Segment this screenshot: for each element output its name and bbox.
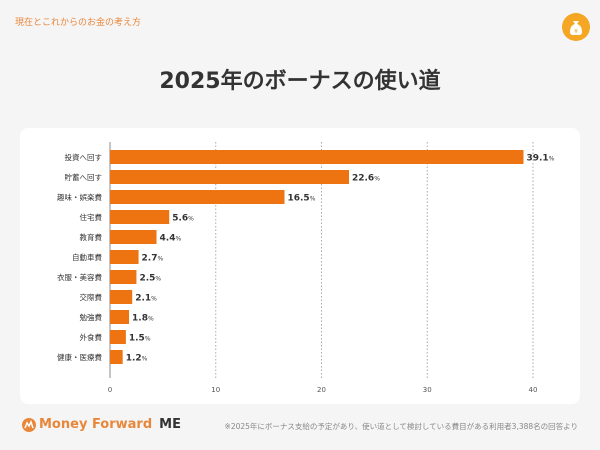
logo-me: ME (159, 417, 181, 432)
chart-title: 2025年のボーナスの使い道 (159, 69, 441, 94)
x-tick-label: 10 (211, 386, 220, 394)
bar (110, 170, 349, 184)
category-label: 教育費 (80, 232, 103, 242)
data-label: 16.5% (287, 194, 315, 204)
data-label: 2.1% (135, 294, 157, 304)
category-label: 交際費 (80, 292, 103, 302)
data-label: 5.6% (172, 214, 194, 224)
logo-text: Money Forward (39, 417, 153, 432)
logo-mark-icon (22, 417, 36, 432)
money-bag-yen-icon: ¥ (562, 13, 590, 41)
data-label: 2.7% (142, 254, 164, 264)
bar (110, 270, 137, 284)
chart-card: 0 10 20 30 40 投資へ回す 39.1% 貯蓄へ回す 22.6% 趣味・娯楽費 16.5%… (20, 128, 580, 404)
x-tick-label: 20 (317, 386, 326, 394)
data-label: 39.1% (526, 154, 554, 164)
category-label: 健康・医療費 (57, 352, 102, 362)
svg-text:¥: ¥ (574, 28, 578, 35)
bar (110, 290, 133, 304)
data-label: 22.6% (352, 174, 380, 184)
category-label: 住宅費 (80, 212, 103, 222)
bar (110, 330, 126, 344)
money-forward-logo: Money Forward ME (22, 417, 181, 432)
x-tick-label: 30 (423, 386, 432, 394)
footnote: ※2025年にボーナス支給の予定があり、使い道として検討している費目がある利用者… (224, 422, 578, 431)
category-label: 貯蓄へ回す (65, 172, 103, 182)
bar (110, 210, 170, 224)
bar (110, 190, 285, 204)
data-label: 1.5% (129, 334, 151, 344)
bar (110, 150, 524, 164)
bar (110, 230, 157, 244)
category-label: 外食費 (80, 332, 103, 342)
data-label: 1.2% (126, 354, 148, 364)
data-label: 1.8% (132, 314, 154, 324)
data-label: 2.5% (139, 274, 161, 284)
category-label: 自動車費 (72, 252, 102, 262)
category-label: 勉強費 (80, 312, 103, 322)
data-label: 4.4% (160, 234, 182, 244)
category-label: 趣味・娯楽費 (57, 192, 102, 202)
category-label: 衣服・美容費 (57, 272, 102, 282)
x-tick-label: 40 (529, 386, 538, 394)
x-tick-label: 0 (108, 386, 112, 394)
bar (110, 350, 123, 364)
bar-chart: 0 10 20 30 40 投資へ回す 39.1% 貯蓄へ回す 22.6% 趣味・娯楽費 16.5%… (57, 142, 555, 394)
bar (110, 250, 139, 264)
bar (110, 310, 130, 324)
brand-subtitle: 現在とこれからのお金の考え方 (15, 18, 142, 28)
category-label: 投資へ回す (65, 152, 103, 162)
